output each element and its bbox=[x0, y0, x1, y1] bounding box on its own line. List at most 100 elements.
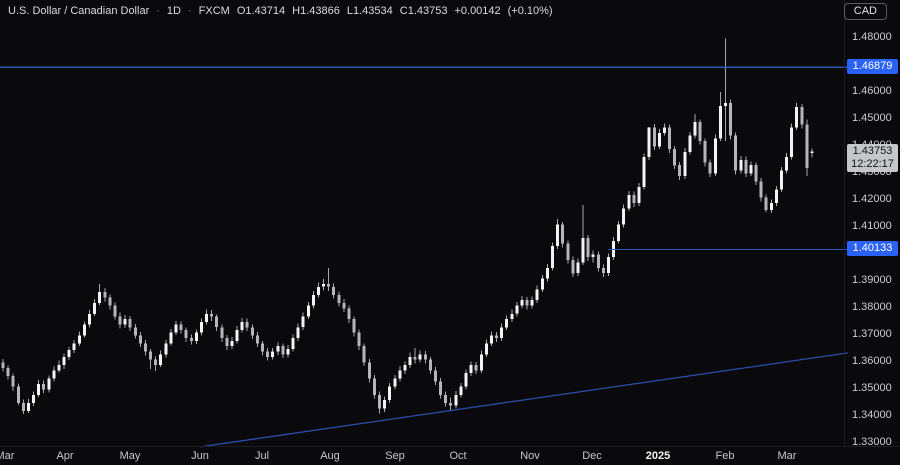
time-tick: 2025 bbox=[645, 450, 671, 462]
candle-up bbox=[37, 384, 41, 395]
candle-up bbox=[637, 186, 641, 203]
candle-up bbox=[489, 335, 493, 344]
candle-up bbox=[194, 332, 198, 341]
candle-down bbox=[668, 127, 671, 150]
ohlc-open: O 1.43714 bbox=[236, 5, 286, 17]
candle-down bbox=[133, 327, 137, 336]
candle-down bbox=[113, 305, 117, 317]
candle-down bbox=[215, 316, 219, 328]
candle-down bbox=[423, 354, 427, 360]
candle-down bbox=[21, 402, 25, 411]
candle-up bbox=[810, 151, 814, 153]
candle-up bbox=[545, 267, 549, 279]
candle-up bbox=[464, 373, 468, 387]
candle-up bbox=[47, 378, 51, 390]
candle-up bbox=[408, 357, 412, 366]
candle-down bbox=[703, 141, 707, 163]
price-change-percent: (+0.10%) bbox=[507, 5, 553, 17]
currency-badge[interactable]: CAD bbox=[843, 3, 887, 20]
ohlc-close: C 1.43753 bbox=[399, 5, 448, 17]
price-tick: 1.38000 bbox=[852, 301, 892, 313]
legend-separator: · bbox=[156, 5, 160, 17]
candle-up bbox=[388, 386, 392, 401]
price-axis[interactable]: 1.480001.470001.460001.450001.440001.430… bbox=[844, 0, 900, 448]
candle-up bbox=[62, 357, 66, 366]
candle-down bbox=[11, 375, 15, 387]
candle-down bbox=[800, 106, 804, 125]
candle-down bbox=[189, 338, 193, 341]
candle-up bbox=[505, 319, 509, 328]
candle-up bbox=[317, 286, 320, 295]
candle-up bbox=[540, 278, 544, 290]
time-tick: Aug bbox=[320, 450, 340, 462]
candle-down bbox=[245, 321, 249, 328]
time-tick: Feb bbox=[715, 450, 735, 462]
candle-down bbox=[678, 165, 682, 176]
candle-down bbox=[357, 332, 361, 347]
candle-up bbox=[556, 224, 560, 247]
candle-down bbox=[220, 327, 224, 339]
time-tick: Mar bbox=[0, 450, 15, 462]
candle-down bbox=[734, 135, 738, 171]
last-price-label[interactable]: 1.43753 12:22:17 bbox=[847, 143, 898, 172]
symbol-legend[interactable]: U.S. Dollar / Canadian Dollar · 1D · FXC… bbox=[8, 5, 553, 17]
ohlc-high: H 1.43866 bbox=[292, 5, 340, 17]
price-tick: 1.42000 bbox=[852, 193, 892, 205]
last-price-value: 1.43753 bbox=[852, 144, 893, 157]
candle-up bbox=[230, 340, 234, 347]
candle-down bbox=[149, 351, 153, 360]
candle-up bbox=[296, 327, 300, 339]
candle-up bbox=[174, 324, 178, 333]
time-tick: Jul bbox=[254, 450, 270, 462]
candle-up bbox=[774, 189, 778, 204]
candle-down bbox=[138, 335, 142, 344]
candle-up bbox=[780, 170, 783, 190]
candle-down bbox=[108, 297, 112, 306]
candle-up bbox=[769, 203, 773, 210]
candle-down bbox=[210, 313, 214, 317]
candle-up bbox=[515, 305, 519, 314]
interval-label[interactable]: 1D bbox=[166, 5, 181, 17]
exchange-label[interactable]: FXCM bbox=[198, 5, 230, 17]
time-tick: Apr bbox=[56, 450, 74, 462]
candle-down bbox=[327, 284, 331, 287]
candle-up bbox=[500, 327, 504, 339]
candle-down bbox=[337, 294, 341, 303]
level-price-label[interactable]: 1.40133 bbox=[847, 241, 898, 257]
time-tick: Jun bbox=[191, 450, 209, 462]
price-tick: 1.48000 bbox=[852, 31, 892, 43]
candle-down bbox=[673, 149, 677, 166]
ohlc-low: L 1.43534 bbox=[346, 5, 393, 17]
candle-down bbox=[362, 346, 366, 363]
candle-up bbox=[688, 135, 692, 152]
price-tick: 1.36000 bbox=[852, 355, 892, 367]
candle-up bbox=[93, 303, 97, 314]
candle-down bbox=[184, 330, 188, 339]
time-axis[interactable]: Mar Apr May Jun Jul Aug Sep Oct Nov Dec 2025 Feb Mar bbox=[0, 446, 900, 465]
candle-up bbox=[642, 157, 646, 187]
candle-down bbox=[128, 319, 132, 328]
candle-up bbox=[520, 300, 524, 306]
symbol-title[interactable]: U.S. Dollar / Canadian Dollar bbox=[8, 5, 150, 17]
candle-down bbox=[586, 238, 590, 258]
candle-down bbox=[6, 367, 10, 376]
candle-down bbox=[632, 195, 636, 204]
candle-down bbox=[281, 346, 285, 355]
candle-down bbox=[16, 386, 20, 403]
candle-up bbox=[205, 313, 208, 322]
candle-down bbox=[571, 259, 575, 274]
candle-up bbox=[657, 132, 661, 147]
level-price-label[interactable]: 1.46879 bbox=[847, 59, 898, 75]
candle-up bbox=[77, 335, 81, 344]
candle-up bbox=[617, 224, 621, 241]
time-tick: Mar bbox=[777, 450, 797, 462]
trendline[interactable] bbox=[199, 352, 849, 448]
candle-down bbox=[805, 124, 809, 168]
candle-down bbox=[698, 122, 702, 141]
candle-down bbox=[439, 381, 443, 395]
candle-down bbox=[474, 365, 478, 371]
candle-up bbox=[418, 354, 422, 360]
candle-up bbox=[739, 159, 743, 171]
candle-down bbox=[261, 343, 264, 352]
